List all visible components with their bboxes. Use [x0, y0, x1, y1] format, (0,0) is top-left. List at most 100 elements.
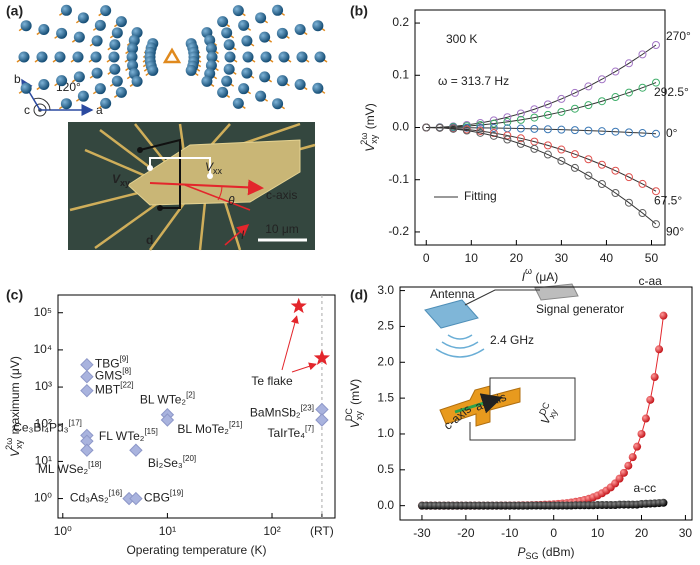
atom — [232, 5, 244, 17]
data-point — [570, 150, 579, 159]
data-point — [633, 442, 642, 451]
y-tick-label: 2.0 — [377, 354, 394, 368]
label-part: ML WSe₂ — [38, 462, 89, 476]
atom — [60, 4, 72, 16]
label-part: [20] — [183, 454, 196, 463]
atom — [109, 63, 121, 75]
annotation: 300 K — [446, 32, 477, 46]
y-tick-label: 10¹ — [35, 454, 52, 468]
atom — [77, 12, 89, 24]
label-part: 2ω — [4, 438, 14, 450]
series-label: 0° — [666, 126, 678, 140]
label-part: xy — [120, 178, 130, 188]
data-point — [435, 123, 444, 132]
data-point — [624, 173, 633, 182]
panel-label: (c) — [6, 287, 23, 303]
data-point — [489, 124, 498, 133]
series-label: 67.5° — [654, 193, 682, 207]
data-point — [597, 160, 606, 169]
panel-label: (b) — [350, 3, 368, 19]
atom — [91, 67, 103, 79]
atom — [60, 98, 72, 110]
atom — [54, 51, 66, 63]
diamond-marker — [80, 443, 94, 457]
star-marker — [290, 297, 307, 314]
diamond-marker — [80, 369, 94, 384]
inset-label: Antenna — [430, 287, 475, 301]
label-part: (mV) — [363, 103, 377, 132]
data-point — [624, 88, 633, 97]
center-triangle — [162, 47, 182, 64]
point-label: ML WSe₂[18] — [38, 460, 102, 476]
atom — [255, 90, 267, 102]
data-point — [489, 119, 498, 128]
label-part: [7] — [305, 424, 314, 433]
data-point — [597, 180, 606, 189]
data-point — [476, 120, 485, 129]
atom — [111, 75, 123, 87]
atom — [223, 39, 235, 51]
data-point — [543, 125, 552, 134]
data-point — [543, 110, 552, 119]
data-point — [637, 429, 646, 438]
annotation: ω = 313.7 Hz — [438, 74, 509, 88]
series-label: 90° — [666, 224, 684, 238]
label-part: CBG — [144, 491, 170, 505]
label-part: xx — [213, 166, 223, 176]
c-axis-label: c-axis — [266, 188, 297, 202]
atom — [94, 83, 106, 95]
diamond-marker — [129, 491, 143, 506]
atom — [238, 19, 250, 31]
atom — [255, 12, 267, 24]
atom — [312, 82, 324, 94]
label-part: [19] — [170, 489, 183, 498]
inset-label: Signal generator — [536, 302, 624, 316]
x-tick-label: 40 — [600, 251, 614, 265]
atom — [77, 90, 89, 102]
data-point — [651, 220, 660, 229]
data-point — [530, 124, 539, 133]
atom — [217, 16, 229, 28]
label-part: Ce₃Bi₄Pd₃ — [13, 421, 68, 435]
y-tick-label: -0.1 — [388, 172, 409, 186]
point-label: BL MoTe₂[21] — [177, 420, 242, 436]
atom — [185, 64, 197, 76]
atom — [241, 67, 253, 79]
atom — [205, 43, 217, 55]
data-point — [570, 88, 579, 97]
data-point — [638, 83, 647, 92]
arrow — [281, 315, 299, 371]
atom — [259, 31, 271, 43]
y-axis-label: Vxy2ω (mV) — [359, 103, 379, 151]
atom — [72, 51, 84, 63]
atom — [38, 78, 50, 90]
point-label: FL WTe₂[15] — [99, 427, 158, 443]
point-label: TBG[9] — [95, 355, 129, 371]
label-part: Cd₃As₂ — [70, 491, 109, 505]
atom — [108, 51, 120, 63]
x-tick-label: 10 — [465, 251, 479, 265]
data-point — [611, 188, 620, 197]
label-part: [15] — [144, 427, 157, 436]
label-part: V — [205, 160, 214, 174]
atom — [224, 51, 236, 63]
point-label: GMS[8] — [95, 367, 131, 383]
x-tick-label: 30 — [555, 251, 569, 265]
data-point — [570, 104, 579, 113]
atom — [73, 31, 85, 43]
atom — [276, 27, 288, 39]
annotation: Te flake — [251, 374, 293, 388]
atom — [115, 86, 127, 98]
y-tick-label: 10⁰ — [34, 491, 52, 505]
legend-label: Fitting — [464, 189, 497, 203]
x-tick-label: 50 — [645, 251, 659, 265]
atom — [238, 83, 250, 95]
label-part: [18] — [88, 460, 101, 469]
axis-name: a — [96, 103, 103, 117]
atom — [294, 24, 306, 36]
point-label: Cd₃As₂[16] — [70, 489, 122, 505]
data-point — [619, 468, 628, 477]
plot-frame — [57, 294, 336, 519]
atom — [20, 20, 32, 32]
x-tick-label: 20 — [635, 526, 649, 540]
